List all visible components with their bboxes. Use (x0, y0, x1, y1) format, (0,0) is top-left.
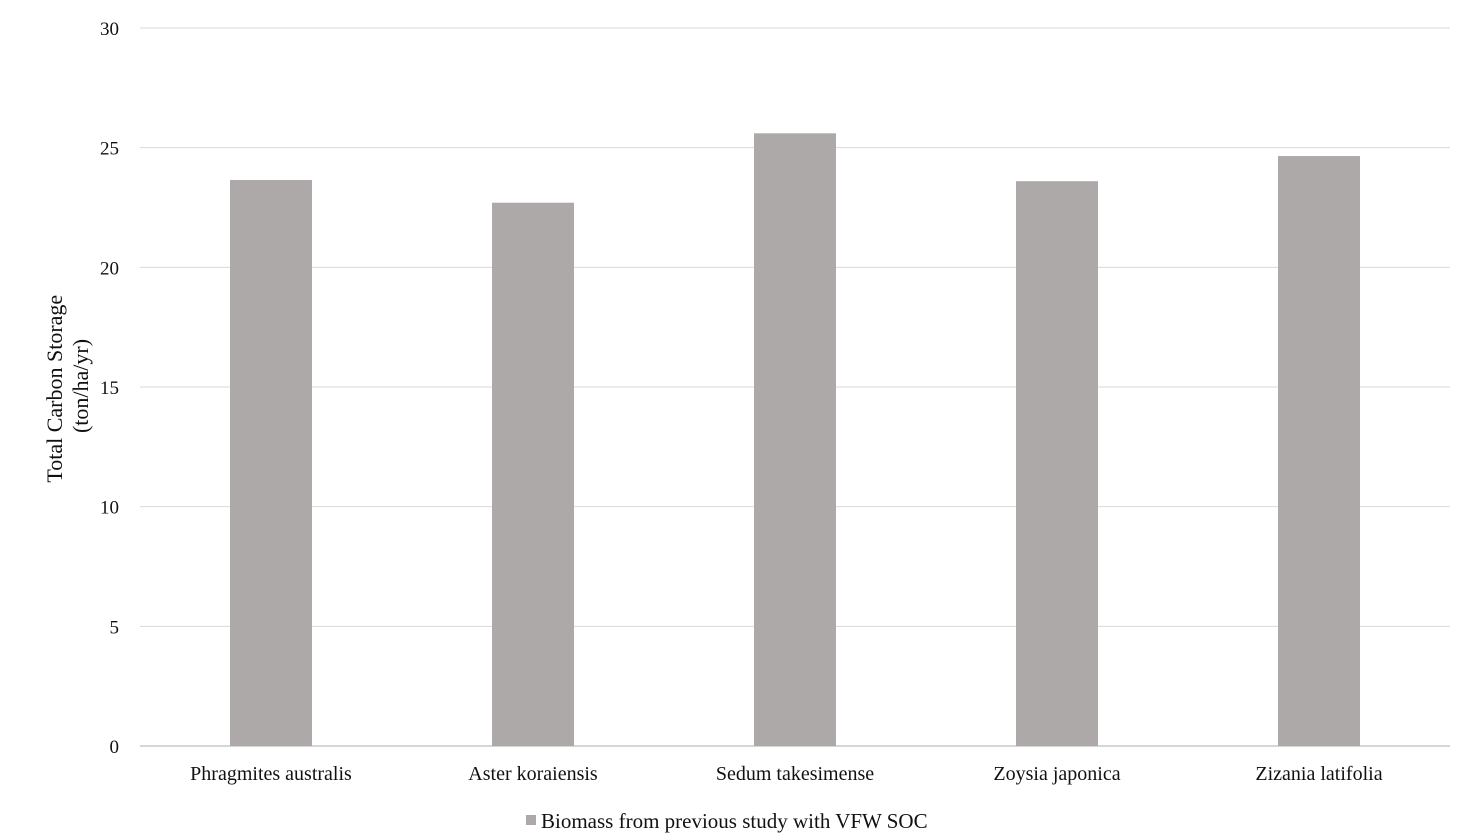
x-category-label-3: Zoysia japonica (993, 763, 1120, 785)
bar-phragmites-australis (230, 179, 312, 746)
x-category-label-0: Phragmites australis (190, 763, 352, 785)
bar-sedum-takesimense (754, 133, 836, 747)
y-tick-label-30: 30 (100, 19, 119, 40)
legend-swatch (526, 815, 536, 825)
y-tick-label-25: 25 (100, 139, 119, 160)
y-tick-label-0: 0 (110, 737, 120, 758)
x-category-label-4: Zizania latifolia (1255, 763, 1382, 785)
y-tick-label-5: 5 (110, 617, 120, 638)
y-tick-label-10: 10 (100, 498, 119, 519)
y-axis-ticks: 0 5 10 15 20 25 30 (100, 19, 119, 758)
bar-aster-koraiensis (492, 202, 574, 747)
y-axis-title-line-1: Total Carbon Storage (42, 295, 67, 483)
bar-zoysia-japonica (1016, 181, 1098, 746)
x-category-label-1: Aster koraiensis (468, 763, 598, 785)
bars (230, 133, 1360, 747)
y-axis-title-line-2: (ton/ha/yr) (68, 339, 93, 433)
x-category-label-2: Sedum takesimense (716, 763, 874, 785)
x-axis-categories: Phragmites australis Aster koraiensis Sedu… (190, 763, 1383, 785)
legend-label: Biomass from previous study with VFW SOC (541, 809, 928, 833)
y-tick-label-15: 15 (100, 378, 119, 399)
y-axis-title: Total Carbon Storage (ton/ha/yr) (42, 289, 93, 482)
legend: Biomass from previous study with VFW SOC (526, 809, 928, 833)
bar-zizania-latifolia (1278, 156, 1360, 746)
y-tick-label-20: 20 (100, 258, 119, 279)
